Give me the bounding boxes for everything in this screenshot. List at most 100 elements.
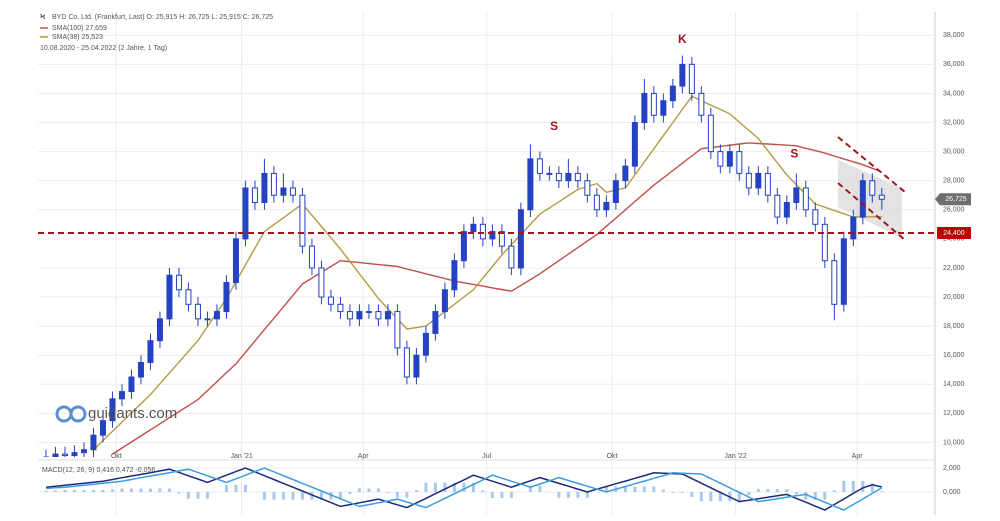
candle-body: [688, 63, 695, 94]
candle-body: [783, 202, 790, 218]
candle-body: [565, 172, 572, 182]
macd-histogram-bar: [509, 491, 513, 498]
candle-body: [793, 187, 800, 204]
macd-histogram-bar: [338, 491, 342, 500]
candle-body: [850, 216, 857, 240]
macd-histogram-bar: [880, 491, 884, 492]
candle-body: [346, 311, 353, 320]
y-tick-label: 30,000: [943, 148, 965, 155]
macd-histogram-bar: [272, 491, 276, 500]
macd-histogram-bar: [604, 486, 608, 492]
macd-histogram-bar: [842, 480, 846, 492]
candle-body: [745, 172, 752, 189]
candle-body: [726, 151, 733, 167]
period: 10.08.2020 - 25.04.2022 (2 Jahre, 1 Tag): [40, 45, 167, 52]
header: BYD Co. Ltd. (Frankfurt, Last) O: 25,915…: [52, 14, 273, 21]
candle-body: [527, 158, 534, 211]
candle-body: [166, 274, 173, 320]
candle-body: [717, 151, 724, 167]
watermark-logo: [55, 405, 87, 423]
macd-histogram-bar: [300, 491, 304, 500]
candle-body: [375, 311, 382, 320]
macd-histogram-bar: [652, 486, 656, 492]
macd-histogram-bar: [224, 484, 228, 492]
macd-histogram-bar: [500, 491, 504, 498]
macd-histogram-bar: [319, 491, 323, 500]
candle-body: [489, 231, 496, 240]
macd-histogram-bar: [747, 491, 751, 496]
candle-body: [147, 340, 154, 363]
overlay: 10,000 12,000 14,000 16,000 18,000 20,000 22,0…: [38, 25, 971, 496]
last-price-badge: [935, 193, 971, 206]
channel-upper: [837, 136, 906, 193]
macd-histogram-bar: [120, 488, 124, 492]
candle-body: [812, 209, 819, 225]
x-tick-label: Okt: [607, 453, 618, 460]
macd-histogram-bar: [348, 491, 352, 495]
macd-histogram-bar: [405, 491, 409, 498]
macd-histogram-bar: [110, 489, 114, 492]
macd-line: [45, 467, 883, 511]
macd-histogram-bar: [585, 491, 589, 498]
macd-histogram-bar: [196, 491, 200, 499]
macd-histogram-bar: [775, 489, 779, 492]
candle-body: [584, 180, 591, 196]
macd-histogram-bar: [186, 491, 190, 499]
candle-body: [337, 303, 344, 313]
macd-histogram-bar: [699, 491, 703, 502]
candle-body: [204, 318, 211, 321]
y-tick-label: 26,000: [943, 207, 965, 214]
macd-histogram-bar: [832, 490, 836, 492]
macd-histogram-bar: [367, 488, 371, 492]
candle-body: [223, 281, 230, 313]
candle-body: [555, 172, 562, 182]
macd-plot: [44, 467, 884, 511]
candle-body: [109, 398, 116, 422]
macd-histogram-bar: [452, 482, 456, 492]
x-tick-label: Okt: [111, 453, 122, 460]
candle-body: [52, 453, 59, 457]
macd-title: MACD(12, 26, 9) 0,416 0,472 -0,056: [42, 467, 155, 474]
macd-histogram-bar: [53, 490, 57, 492]
candle-body: [318, 267, 325, 298]
legend-label: SMA(100) 27,659: [52, 25, 107, 32]
macd-histogram-bar: [63, 489, 67, 492]
candle-body: [394, 311, 401, 349]
macd-histogram-bar: [424, 482, 428, 492]
macd-histogram-bar: [823, 491, 827, 500]
candle-body: [774, 194, 781, 218]
candle-body: [451, 260, 458, 291]
y-tick-label: 16,000: [943, 352, 965, 359]
macd-histogram-bar: [443, 482, 447, 492]
macd-histogram-bar: [72, 489, 76, 492]
candle-body: [71, 452, 78, 457]
candle-body: [137, 361, 144, 378]
macd-histogram-bar: [91, 489, 95, 492]
macd-histogram-bar: [148, 488, 152, 492]
candle-body: [707, 114, 714, 153]
header-icon: Ϟ: [40, 14, 46, 21]
macd-histogram-bar: [813, 491, 817, 500]
candle-body: [574, 172, 581, 182]
macd-histogram-bar: [376, 488, 380, 492]
macd-histogram-bar: [139, 488, 143, 492]
candle-body: [118, 391, 125, 400]
candle-body: [261, 172, 268, 204]
macd-histogram-bar: [243, 484, 247, 492]
macd-histogram-bar: [576, 491, 580, 498]
macd-histogram-bar: [167, 488, 171, 492]
candle-body: [251, 187, 258, 204]
macd-histogram-bar: [557, 491, 561, 498]
macd-histogram-bar: [718, 491, 722, 502]
candle-body: [869, 180, 876, 196]
candle-body: [669, 85, 676, 102]
last-price-label: 26,725: [945, 196, 967, 203]
macd-histogram-bar: [462, 482, 466, 492]
macd-histogram-bar: [82, 490, 86, 492]
candle-body: [470, 223, 477, 233]
macd-histogram-bar: [205, 491, 209, 499]
x-tick-label: Jan '22: [724, 453, 746, 460]
macd-histogram-bar: [158, 488, 162, 492]
macd-histogram-bar: [481, 490, 485, 492]
